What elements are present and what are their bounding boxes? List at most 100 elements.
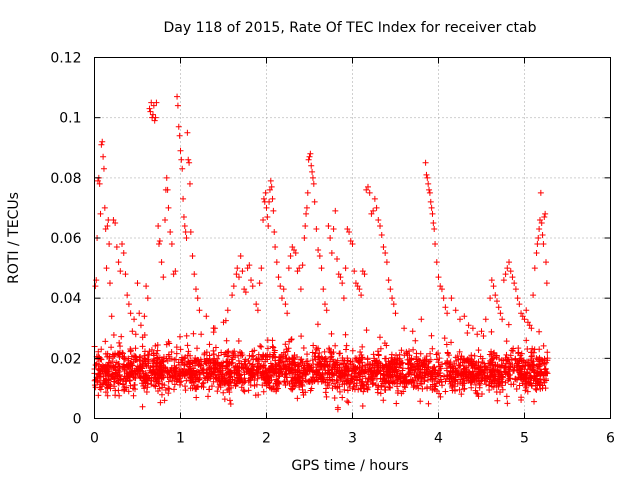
- data-point: [475, 372, 482, 379]
- data-point: [383, 259, 390, 266]
- data-point: [487, 376, 494, 383]
- data-point: [150, 357, 157, 364]
- data-point: [512, 375, 519, 382]
- data-point: [315, 345, 322, 352]
- data-point: [423, 171, 430, 178]
- data-point: [95, 392, 102, 399]
- data-point: [528, 357, 535, 364]
- data-point: [241, 388, 248, 395]
- data-point: [336, 361, 343, 368]
- data-point: [416, 371, 423, 378]
- data-point: [299, 262, 306, 269]
- data-point: [246, 262, 253, 269]
- data-point: [185, 156, 192, 163]
- data-point: [516, 357, 523, 364]
- data-point: [458, 353, 465, 360]
- data-point: [492, 292, 499, 299]
- data-point: [176, 333, 183, 340]
- data-point: [371, 362, 378, 369]
- data-point: [152, 383, 159, 390]
- data-point: [249, 283, 256, 290]
- data-point: [327, 235, 334, 241]
- data-point: [410, 346, 417, 353]
- data-point: [429, 345, 436, 352]
- data-point: [172, 368, 179, 375]
- data-point: [110, 365, 117, 372]
- data-point: [309, 349, 316, 356]
- data-point: [238, 375, 245, 382]
- data-point: [389, 371, 396, 378]
- data-point: [215, 372, 222, 379]
- data-point: [117, 343, 124, 350]
- data-point: [292, 250, 299, 257]
- data-point: [503, 338, 510, 345]
- data-point: [203, 313, 210, 320]
- data-point: [96, 384, 103, 391]
- data-point: [229, 292, 236, 299]
- data-point: [430, 219, 437, 226]
- data-point: [235, 274, 242, 281]
- data-point: [185, 358, 192, 365]
- data-point: [244, 265, 251, 272]
- data-point: [123, 370, 130, 377]
- data-point: [343, 346, 350, 353]
- data-point: [235, 338, 242, 345]
- data-point: [299, 383, 306, 390]
- data-point: [543, 259, 549, 266]
- x-tick-label: 0: [90, 431, 99, 447]
- data-point: [112, 369, 119, 376]
- data-point: [162, 216, 169, 223]
- data-point: [523, 383, 530, 390]
- data-point: [523, 307, 530, 314]
- data-point: [336, 388, 343, 395]
- data-point: [200, 370, 207, 377]
- data-point: [421, 357, 428, 364]
- data-point: [461, 356, 468, 363]
- data-point: [514, 295, 521, 302]
- data-point: [313, 225, 320, 232]
- data-point: [200, 379, 207, 386]
- data-point: [298, 333, 305, 340]
- data-point: [386, 384, 393, 391]
- data-point: [526, 322, 533, 329]
- data-point: [351, 268, 358, 275]
- data-point: [267, 366, 274, 373]
- data-point: [221, 396, 228, 403]
- data-point: [102, 377, 109, 384]
- data-point: [180, 195, 187, 202]
- data-point: [438, 286, 445, 293]
- data-point: [106, 280, 113, 287]
- data-point: [269, 362, 276, 369]
- data-point: [328, 353, 335, 360]
- data-point: [331, 372, 338, 379]
- data-point: [248, 353, 255, 360]
- data-point: [456, 348, 463, 355]
- data-point: [358, 292, 365, 299]
- data-point: [515, 374, 522, 381]
- data-point: [364, 378, 371, 385]
- data-point: [518, 396, 525, 403]
- data-point: [425, 400, 432, 407]
- data-points: [91, 93, 551, 413]
- data-point: [486, 351, 493, 358]
- data-point: [184, 129, 191, 136]
- data-point: [246, 367, 253, 374]
- data-point: [106, 353, 113, 360]
- data-point: [242, 289, 249, 296]
- data-point: [388, 354, 395, 361]
- data-point: [526, 373, 533, 380]
- data-point: [367, 365, 374, 372]
- data-point: [187, 352, 194, 359]
- data-point: [351, 369, 358, 376]
- data-point: [472, 387, 479, 394]
- data-point: [110, 216, 117, 223]
- data-point: [101, 204, 108, 211]
- data-point: [334, 377, 341, 384]
- data-point: [214, 355, 221, 362]
- data-point: [168, 349, 175, 356]
- data-point: [534, 378, 541, 385]
- data-point: [421, 374, 428, 381]
- data-point: [150, 374, 157, 381]
- data-point: [261, 376, 268, 383]
- data-point: [245, 387, 252, 394]
